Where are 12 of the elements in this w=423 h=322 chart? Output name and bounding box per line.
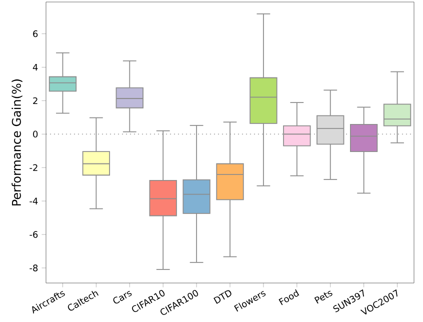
x-tick-label: DTD [214, 290, 232, 304]
y-tick-label: 4 [32, 64, 38, 71]
x-tick-label: Cars [113, 290, 132, 304]
y-tick-label: 2 [33, 97, 38, 104]
y-tick-label: -6 [30, 231, 38, 238]
y-tick-label: -2 [30, 164, 38, 171]
x-tick-label: Pets [314, 290, 332, 304]
y-tick-label: 0 [33, 130, 38, 138]
y-tick-label: 6 [33, 30, 38, 38]
y-tick-label: -8 [30, 264, 38, 272]
y-axis-title: Performance Gain(%) [12, 79, 22, 206]
y-tick-label: -4 [30, 198, 38, 204]
